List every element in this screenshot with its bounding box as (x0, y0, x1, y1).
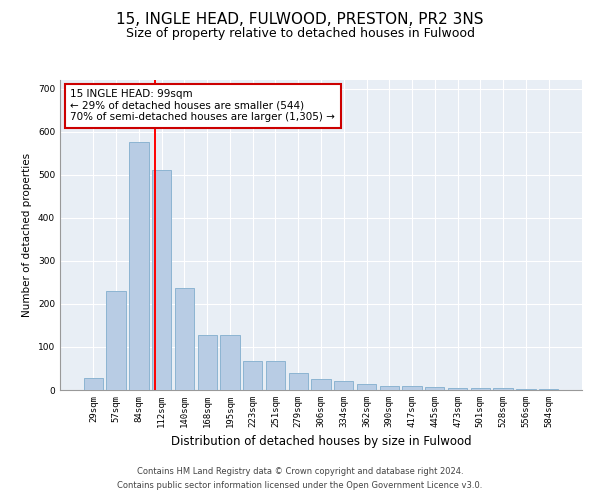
Text: Contains HM Land Registry data © Crown copyright and database right 2024.: Contains HM Land Registry data © Crown c… (137, 467, 463, 476)
Bar (243, 360, 262, 390)
Bar (448, 388, 467, 390)
Bar (311, 379, 331, 390)
Bar (266, 360, 285, 390)
Bar (425, 387, 445, 390)
Bar (334, 382, 353, 390)
Bar (289, 373, 308, 390)
Bar (357, 384, 376, 390)
Bar (403, 386, 422, 390)
Bar (539, 389, 558, 390)
Bar (84, 378, 103, 390)
Bar (493, 388, 513, 390)
Y-axis label: Number of detached properties: Number of detached properties (22, 153, 32, 317)
Bar (220, 336, 239, 390)
X-axis label: Distribution of detached houses by size in Fulwood: Distribution of detached houses by size … (170, 436, 472, 448)
Bar (470, 388, 490, 390)
Bar (380, 386, 399, 390)
Text: Size of property relative to detached houses in Fulwood: Size of property relative to detached ho… (125, 28, 475, 40)
Text: 15 INGLE HEAD: 99sqm
← 29% of detached houses are smaller (544)
70% of semi-deta: 15 INGLE HEAD: 99sqm ← 29% of detached h… (70, 90, 335, 122)
Bar (516, 389, 536, 390)
Text: 15, INGLE HEAD, FULWOOD, PRESTON, PR2 3NS: 15, INGLE HEAD, FULWOOD, PRESTON, PR2 3N… (116, 12, 484, 28)
Text: Contains public sector information licensed under the Open Government Licence v3: Contains public sector information licen… (118, 481, 482, 490)
Bar (152, 170, 172, 390)
Bar (197, 336, 217, 390)
Bar (129, 142, 149, 390)
Bar (106, 291, 126, 390)
Bar (175, 288, 194, 390)
